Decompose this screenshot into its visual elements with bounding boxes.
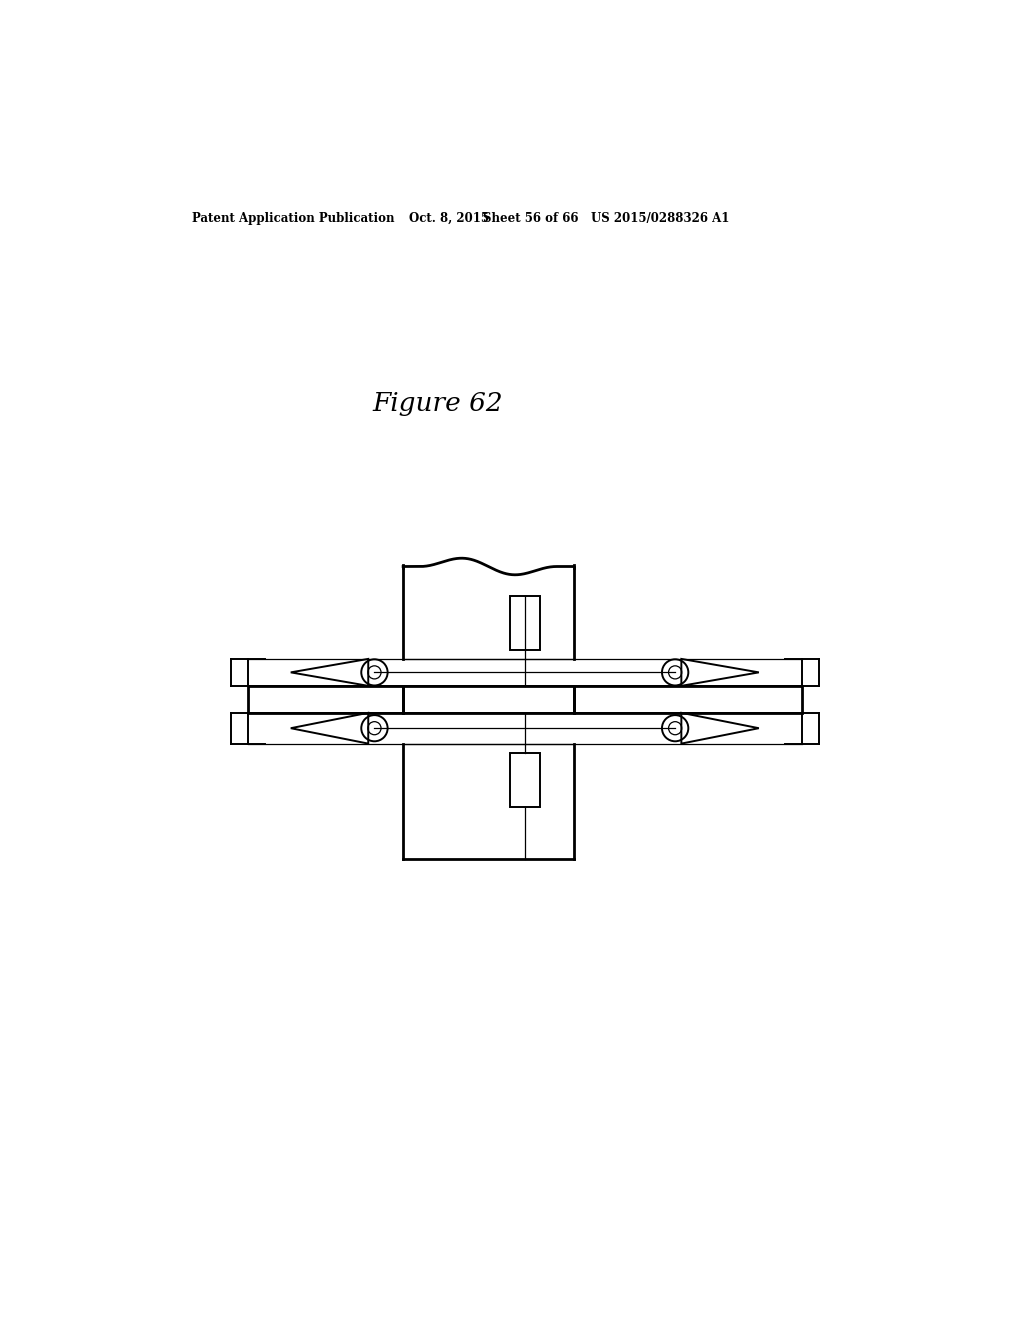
Text: US 2015/0288326 A1: US 2015/0288326 A1 bbox=[591, 213, 729, 224]
Bar bbox=[248, 686, 802, 713]
Bar bbox=[510, 752, 540, 807]
Text: Patent Application Publication: Patent Application Publication bbox=[191, 213, 394, 224]
Text: Figure 62: Figure 62 bbox=[373, 391, 504, 416]
Text: Sheet 56 of 66: Sheet 56 of 66 bbox=[483, 213, 579, 224]
Bar bbox=[510, 595, 540, 649]
Text: Oct. 8, 2015: Oct. 8, 2015 bbox=[409, 213, 488, 224]
